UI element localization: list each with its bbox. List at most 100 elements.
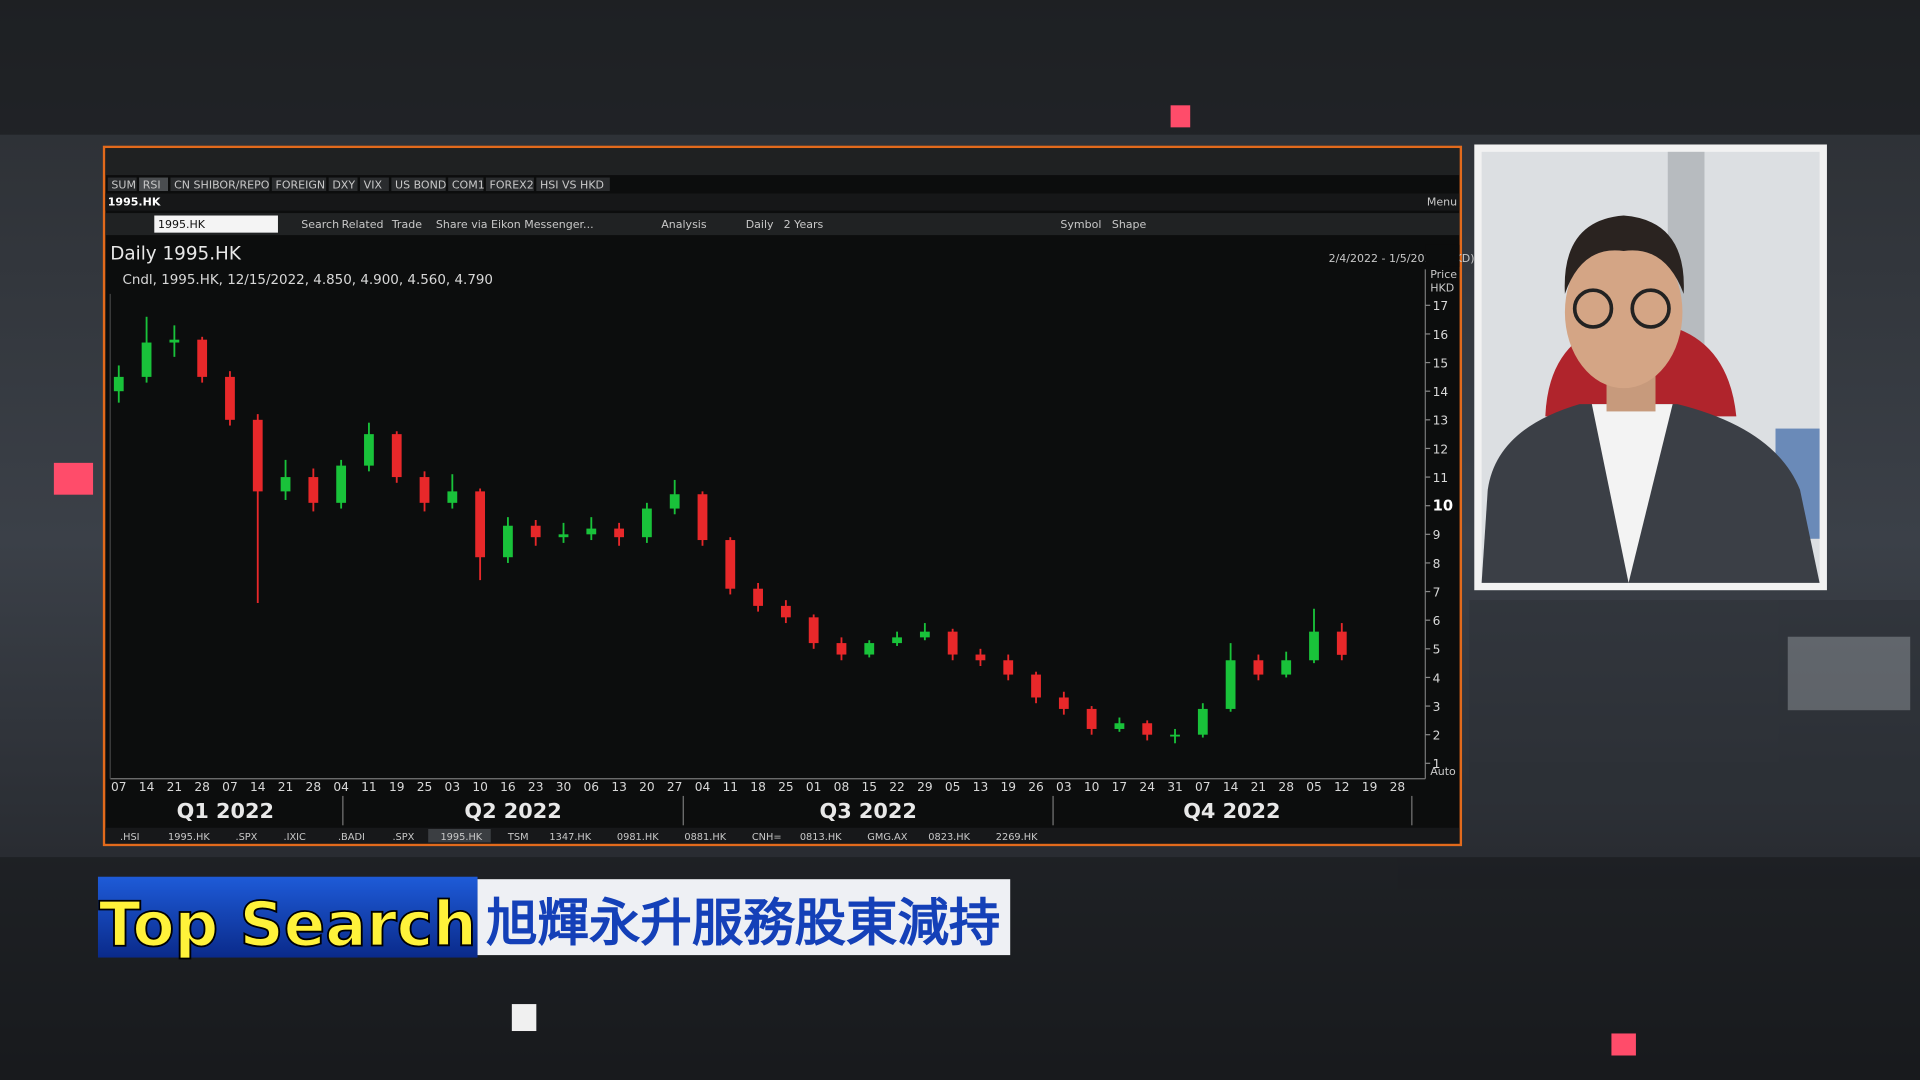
toolbar (105, 213, 1460, 236)
candle-body (419, 477, 430, 503)
window-header (105, 148, 1460, 176)
quarter-label: Q1 2022 (177, 799, 274, 823)
x-tick-label: 16 (500, 780, 516, 794)
y-tick-label: 9 (1433, 528, 1441, 542)
tab[interactable]: HSI VS HKD (540, 179, 604, 192)
tab[interactable]: SUM (111, 179, 136, 192)
bottom-tab[interactable]: .HSI (120, 832, 140, 843)
x-tick-label: 25 (778, 780, 794, 794)
tab[interactable]: FOREIGN (276, 179, 326, 192)
y-tick-label: 5 (1433, 643, 1441, 657)
x-tick-label: 11 (722, 780, 738, 794)
quarter-label: Q4 2022 (1183, 799, 1280, 823)
candle-body (1336, 631, 1347, 655)
y-tick-label: 8 (1433, 557, 1441, 571)
toolbar-item[interactable]: Daily (746, 218, 774, 231)
candle-body (252, 419, 263, 492)
candle-body (1197, 708, 1208, 735)
toolbar-item[interactable]: Search (301, 218, 339, 231)
x-tick-label: 10 (1084, 780, 1100, 794)
tab[interactable]: DXY (332, 179, 355, 192)
bottom-tabs: .HSI 1995.HK .SPX .IXIC .BADI .SPX 1995.HK TSM 1… (120, 828, 1038, 843)
bottom-tab[interactable]: 1995.HK (168, 832, 210, 843)
bottom-tab[interactable]: .IXIC (283, 832, 306, 843)
tab[interactable]: COM1 (452, 179, 485, 192)
deco-cube (53, 462, 94, 495)
bottom-tab[interactable]: .SPX (392, 832, 414, 843)
toolbar-item[interactable]: 2 Years (784, 218, 824, 231)
range-mask (1425, 244, 1460, 267)
candle-body (364, 434, 374, 466)
ric-input-box[interactable] (154, 215, 278, 233)
candle-body (864, 643, 875, 655)
bottom-tab[interactable]: TSM (507, 832, 529, 843)
tab[interactable]: VIX (364, 179, 383, 192)
x-tick-label: 15 (861, 780, 877, 794)
bottom-tab[interactable]: 1995.HK (440, 832, 482, 843)
toolbar-item[interactable]: Share via Eikon Messenger... (436, 218, 594, 231)
candle-body (475, 491, 486, 558)
candle-body (1058, 697, 1069, 709)
quarter-label: Q2 2022 (464, 799, 561, 823)
x-tick-label: 10 (472, 780, 488, 794)
x-tick-label: 07 (1195, 780, 1211, 794)
bottom-tab[interactable]: 0881.HK (684, 832, 726, 843)
banner-headline: 旭輝永升服務股東減持 (486, 893, 1000, 953)
candle-body (780, 605, 791, 618)
x-tick-label: 31 (1167, 780, 1183, 794)
quarter-label: Q3 2022 (820, 799, 917, 823)
tab-bg (536, 177, 610, 192)
x-tick-label: 25 (417, 780, 433, 794)
x-tick-label: 06 (584, 780, 600, 794)
y-tick-label: 14 (1433, 385, 1449, 399)
tab[interactable]: FOREX2 (490, 179, 534, 192)
candle-body (113, 376, 124, 392)
x-tick-label: 18 (750, 780, 766, 794)
candle-body (1309, 631, 1319, 661)
bottom-tab[interactable]: 1347.HK (549, 832, 591, 843)
bottom-tab[interactable]: .BADI (338, 832, 365, 843)
menu[interactable]: Menu (1427, 196, 1457, 209)
x-tick-label: 05 (1306, 780, 1322, 794)
toolbar-items: Search Related Trade Share via Eikon Messen… (301, 218, 1146, 231)
candle-body (725, 540, 736, 589)
tab-bg (328, 177, 358, 192)
ric-input[interactable]: 1995.HK (158, 218, 206, 231)
bottom-tab[interactable]: GMG.AX (867, 832, 907, 843)
toolbar-item[interactable]: Trade (391, 218, 422, 231)
tab[interactable]: RSI (143, 179, 161, 192)
y-tick-label: 15 (1433, 356, 1449, 370)
bottom-tab[interactable]: CNH= (752, 832, 782, 843)
banner-tag: Top Search (99, 889, 477, 960)
x-tick-label: 21 (278, 780, 294, 794)
bottom-tab[interactable]: 0981.HK (617, 832, 659, 843)
toolbar-item[interactable]: Symbol (1060, 218, 1101, 231)
x-tick-label: 22 (889, 780, 905, 794)
candle-body (1225, 660, 1236, 709)
candle-body (1170, 734, 1180, 737)
y-tick-label: 11 (1433, 471, 1449, 485)
candle-body (836, 643, 847, 655)
x-tick-label: 04 (695, 780, 711, 794)
x-tick-label: 13 (611, 780, 627, 794)
candle-body (503, 525, 513, 558)
toolbar-item[interactable]: Related (342, 218, 384, 231)
video-feed (1481, 151, 1820, 583)
candle-body (225, 376, 235, 420)
tab-bg (139, 177, 168, 192)
tab[interactable]: US BOND (395, 179, 446, 192)
toolbar-item[interactable]: Shape (1112, 218, 1147, 231)
bottom-tab[interactable]: .SPX (235, 832, 257, 843)
x-tick-label: 29 (917, 780, 933, 794)
bottom-tab[interactable]: 2269.HK (996, 832, 1038, 843)
tab[interactable]: CN SHIBOR/REPO (174, 179, 270, 192)
bottom-tab[interactable]: 0823.HK (928, 832, 970, 843)
bottom-tab[interactable]: 0813.HK (800, 832, 842, 843)
x-tick-label: 21 (167, 780, 183, 794)
candle-body (1003, 660, 1014, 675)
y-tick-label: 6 (1433, 614, 1441, 628)
candle-body (447, 491, 458, 503)
toolbar-item[interactable]: Analysis (661, 218, 707, 231)
